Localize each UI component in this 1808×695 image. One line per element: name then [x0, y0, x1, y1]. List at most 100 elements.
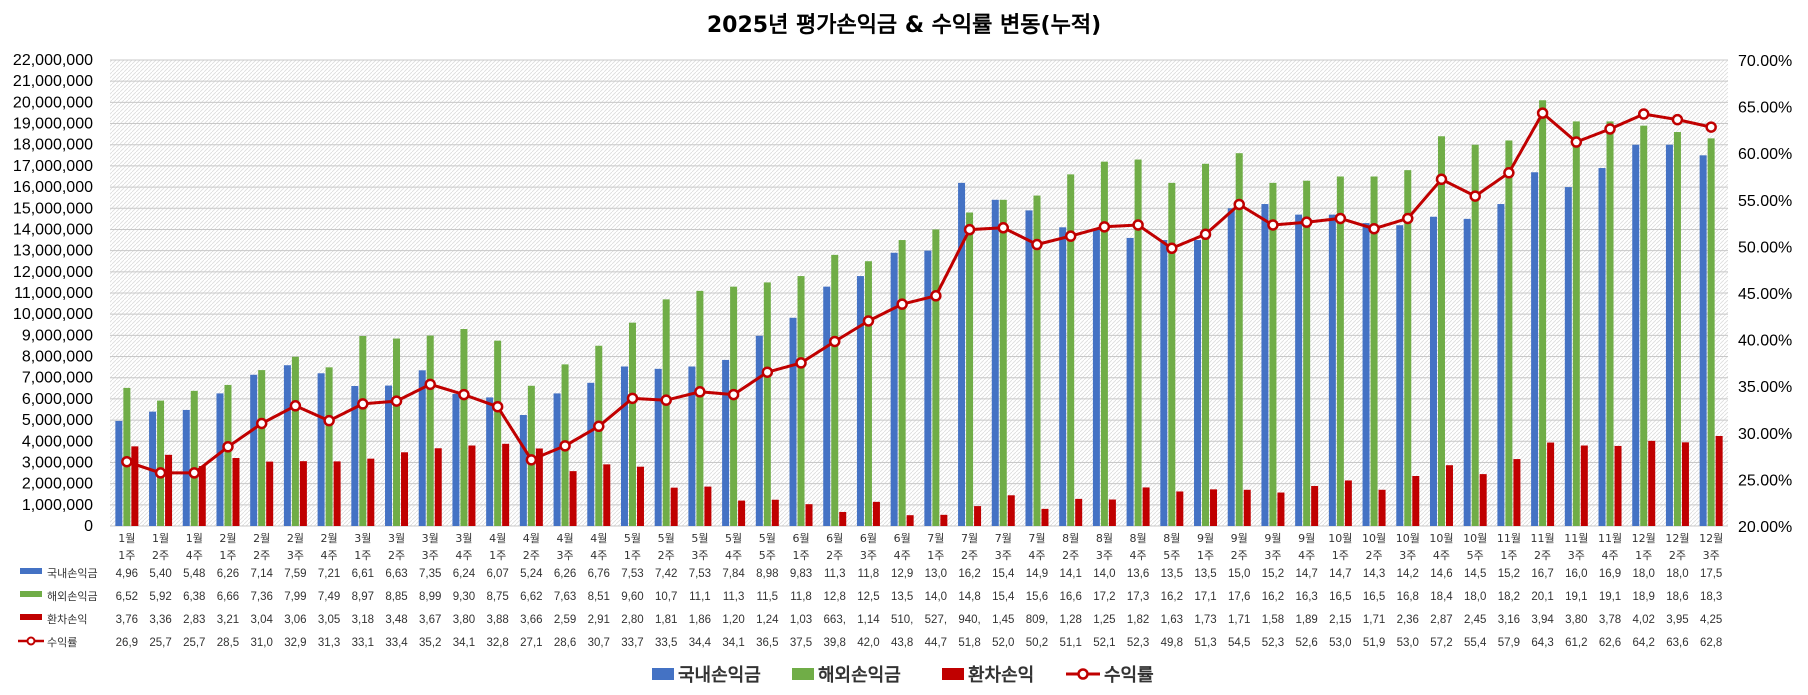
x-tick-week: 2주: [1062, 549, 1079, 562]
rate-point: [1435, 173, 1448, 186]
x-tick-month: 11월: [1564, 532, 1588, 545]
table-cell: 1,03: [790, 614, 812, 626]
y-left-tick-label: 20,000,000: [13, 94, 93, 111]
bar: [872, 501, 880, 526]
y-left-tick-label: 22,000,000: [13, 52, 93, 69]
table-cell: 12,8: [824, 591, 846, 603]
table-cell: 14,7: [1295, 568, 1317, 580]
table-cell: 36,5: [756, 637, 778, 649]
table-cell: 12,5: [857, 591, 879, 603]
x-tick-week: 3주: [1399, 549, 1416, 562]
table-cell: 8,97: [352, 591, 374, 603]
x-tick-week: 4주: [1601, 549, 1618, 562]
table-cell: 31,3: [318, 637, 340, 649]
table-cell: 62,8: [1700, 637, 1722, 649]
table-cell: 16,5: [1363, 591, 1385, 603]
bar: [1673, 132, 1681, 526]
bar: [696, 290, 704, 526]
bar: [283, 365, 291, 526]
x-tick-month: 8월: [1163, 532, 1180, 545]
x-tick-month: 12월: [1632, 532, 1656, 545]
bar: [232, 458, 240, 526]
bar: [359, 335, 367, 526]
table-cell: 28,6: [554, 637, 576, 649]
table-cell: 14,6: [1430, 568, 1452, 580]
table-cell: 8,85: [385, 591, 407, 603]
bar: [1328, 214, 1336, 527]
bar: [688, 366, 696, 526]
table-cell: 11,8: [790, 591, 812, 603]
bar: [924, 250, 932, 527]
x-tick-week: 2주: [826, 549, 843, 562]
table-cell: 3,67: [419, 614, 441, 626]
x-tick-month: 3월: [354, 532, 371, 545]
y-axis-left: 0 1,000,000 2,000,000 3,000,000 4,000,000 5,0…: [13, 52, 93, 535]
bar: [1564, 187, 1572, 526]
x-tick-month: 3월: [422, 532, 439, 545]
x-tick-week: 4주: [1433, 549, 1450, 562]
y-left-tick-label: 4,000,000: [22, 433, 93, 450]
legend-swatch: [652, 668, 674, 680]
x-tick-month: 1월: [118, 532, 135, 545]
bar: [1362, 223, 1370, 526]
table-cell: 18,9: [1633, 591, 1655, 603]
table-cell: 50,2: [1026, 637, 1048, 649]
table-cell: 15,0: [1228, 568, 1250, 580]
rate-point: [525, 454, 538, 466]
x-axis-labels: 1월 1주 1월 2주 1월 4주 2월 1주 2월 2주 2월 3주 2월 4주 3월 1주 3월 2주 3월 3주…: [118, 532, 1723, 562]
bar: [1336, 176, 1344, 526]
bar: [317, 373, 325, 526]
x-tick-month: 1월: [186, 532, 203, 545]
x-tick-week: 2주: [1366, 549, 1383, 562]
table-row-label: 환차손익: [47, 613, 87, 626]
x-tick-month: 2월: [287, 532, 304, 545]
rate-point: [1098, 221, 1111, 233]
bar: [468, 445, 476, 526]
data-table: 국내손익금 4,96 5,40 5,48 6,26 7,14 7,59 7,21 6,61 6,6…: [18, 567, 1722, 649]
bar: [763, 282, 771, 526]
table-cell: 17,3: [1127, 591, 1149, 603]
table-cell: 5,24: [520, 568, 543, 580]
bar: [966, 212, 974, 526]
table-cell: 16,7: [1531, 568, 1553, 580]
x-tick-month: 5월: [759, 532, 776, 545]
table-cell: 8,75: [486, 591, 508, 603]
table-cell: 8,99: [419, 591, 441, 603]
x-tick-week: 3주: [287, 549, 304, 562]
y-left-tick-label: 9,000,000: [22, 327, 93, 344]
bar: [519, 415, 527, 526]
table-cell: 26,9: [116, 637, 138, 649]
table-cell: 18,4: [1430, 591, 1453, 603]
x-tick-month: 2월: [253, 532, 270, 545]
table-cell: 2,80: [621, 614, 643, 626]
bar: [1210, 489, 1218, 526]
x-tick-month: 4월: [590, 532, 607, 545]
table-cell: 15,2: [1498, 568, 1520, 580]
x-tick-week: 5주: [759, 549, 776, 562]
rate-point: [289, 400, 302, 412]
y-right-tick-label: 70.00%: [1738, 53, 1792, 70]
table-cell: 53,0: [1329, 637, 1351, 649]
gridlines: [110, 59, 1728, 527]
table-cell: 64,3: [1531, 637, 1553, 649]
x-tick-month: 5월: [658, 532, 675, 545]
bar: [1412, 476, 1420, 526]
x-tick-week: 1주: [118, 549, 135, 562]
bar: [1311, 485, 1319, 526]
bar: [704, 486, 712, 526]
table-cell: 14,8: [958, 591, 980, 603]
bar: [1235, 153, 1243, 526]
bar: [182, 409, 190, 526]
y-axis-right: 20.00% 25.00% 30.00% 35.00% 40.00% 45.00% 50.0…: [1738, 53, 1792, 536]
table-cell: 7,53: [689, 568, 711, 580]
rate-point: [896, 298, 908, 310]
x-tick-week: 3주: [691, 549, 708, 562]
table-cell: 17,2: [1093, 591, 1115, 603]
bar: [486, 397, 494, 526]
bar: [1303, 180, 1311, 526]
bar: [1059, 227, 1067, 526]
table-cell: 13,0: [925, 568, 947, 580]
bar: [1699, 155, 1707, 526]
bar: [1715, 435, 1723, 526]
x-tick-month: 7월: [927, 532, 944, 545]
